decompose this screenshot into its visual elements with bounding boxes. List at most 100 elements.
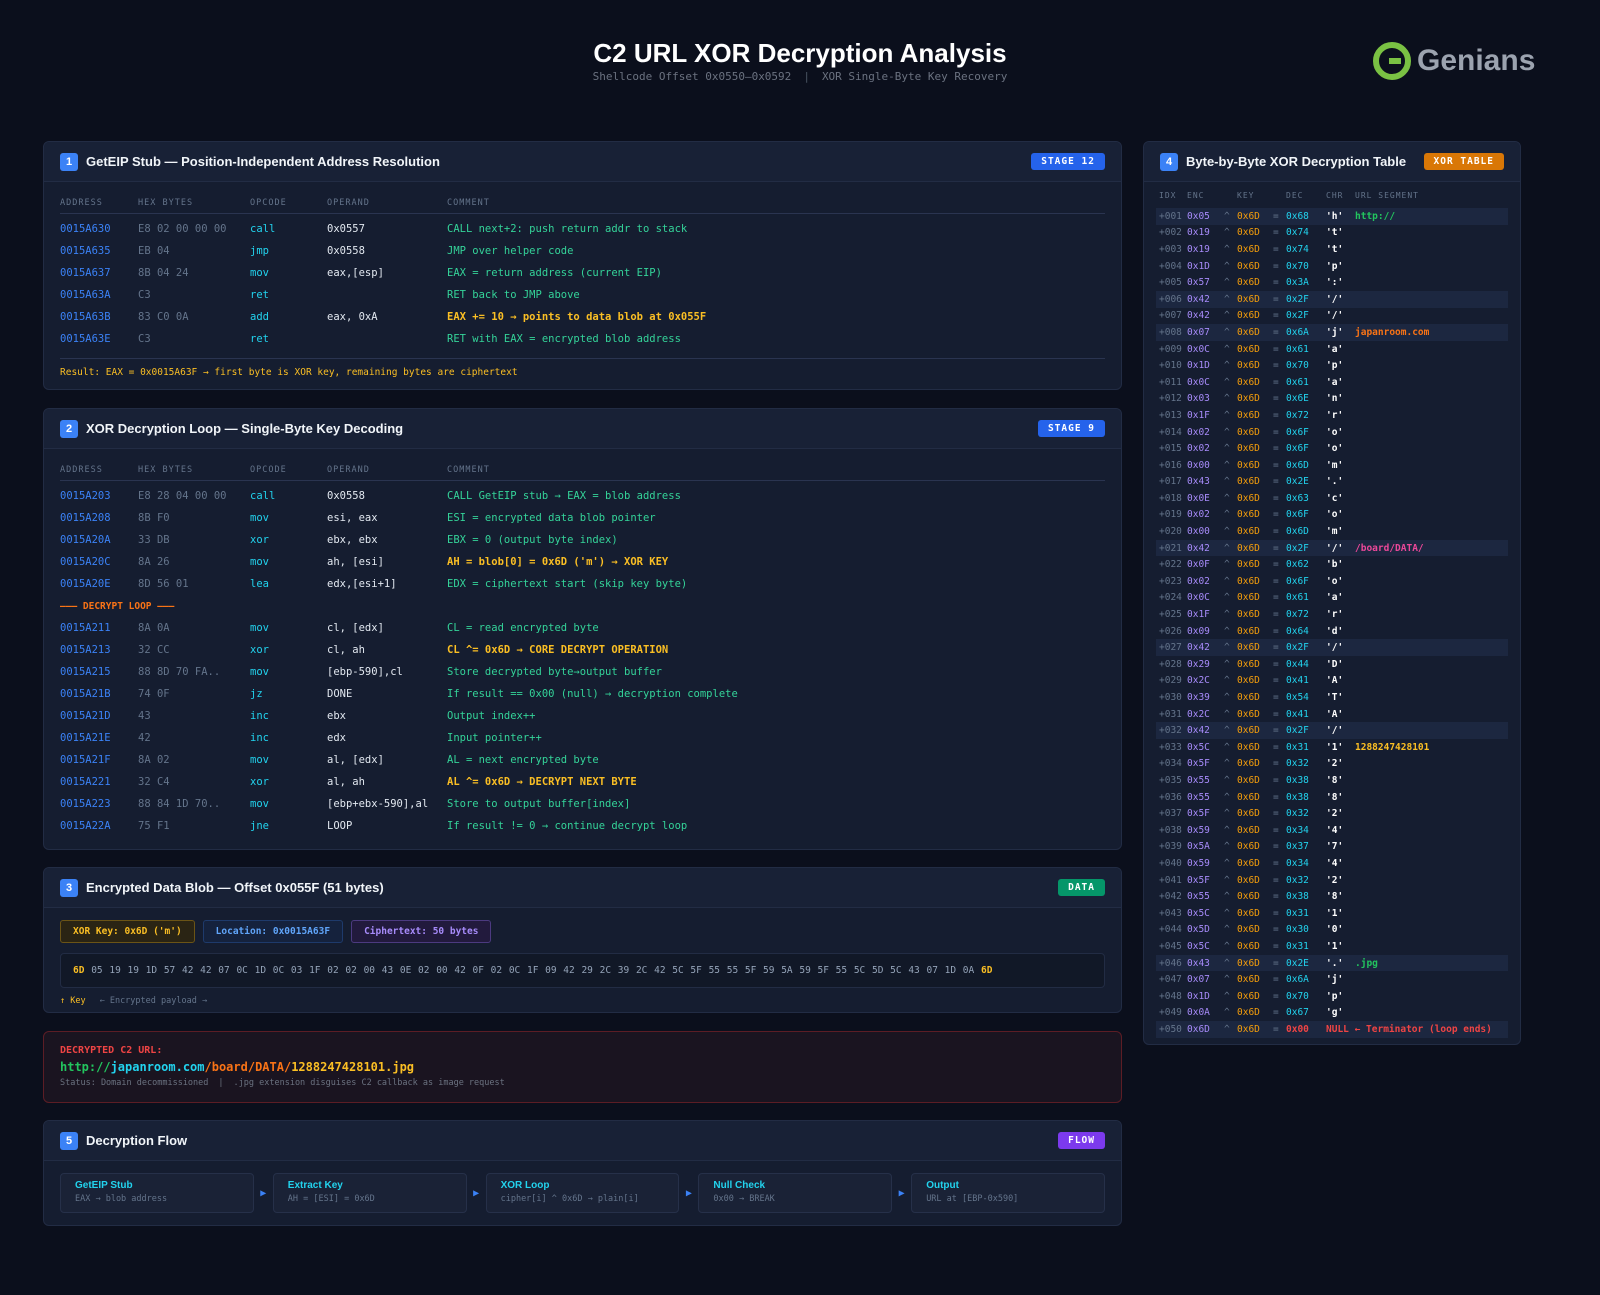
row-index: +044 <box>1159 924 1182 936</box>
encrypted-byte: 0x07 <box>1187 974 1210 986</box>
equals-sign: = <box>1273 526 1279 538</box>
flow-step-desc: EAX → blob address <box>75 1194 168 1204</box>
xor-operator: ^ <box>1224 542 1230 554</box>
encrypted-byte: 0x00 <box>1187 526 1210 538</box>
table-row: +037 0x5F ^ 0x6D = 0x32 '2' <box>1156 805 1508 822</box>
col-header: ENC <box>1187 190 1205 200</box>
instruction-row: 0015A21B 74 0F jz DONE If result == 0x00 (nu… <box>60 683 1105 705</box>
col-hex: HEX BYTES <box>138 464 194 475</box>
row-index: +006 <box>1159 293 1182 305</box>
address: 0015A20C <box>60 556 111 568</box>
encrypted-byte: 0x0C <box>1187 376 1210 388</box>
flow-step-desc: AH = [ESI] = 0x6D <box>287 1194 375 1204</box>
key-byte: 0x6D <box>1237 293 1260 305</box>
table-row: +013 0x1F ^ 0x6D = 0x72 'r' <box>1156 407 1508 424</box>
comment: AL = next encrypted byte <box>447 754 599 766</box>
equals-sign: = <box>1273 658 1279 670</box>
equals-sign: = <box>1273 990 1279 1002</box>
operand: [ebp+ebx-590],al <box>327 798 429 810</box>
encrypted-byte: 0x02 <box>1187 426 1210 438</box>
encrypted-byte: 0x5F <box>1187 874 1210 886</box>
flow-step-title: GetEIP Stub <box>75 1180 133 1191</box>
col-address: ADDRESS <box>60 464 103 475</box>
row-index: +032 <box>1159 725 1182 737</box>
decrypted-byte: 0x6F <box>1286 443 1309 455</box>
arrow-right-icon: ▶ <box>260 1187 267 1199</box>
equals-sign: = <box>1273 476 1279 488</box>
encrypted-byte: 0x1D <box>1187 260 1210 272</box>
hex-bytes: 43 <box>138 710 151 722</box>
key-byte: 0x6D <box>1237 708 1260 720</box>
flow-step-title: Extract Key <box>287 1180 343 1191</box>
xor-operator: ^ <box>1224 310 1230 322</box>
encrypted-byte: 0x42 <box>1187 542 1210 554</box>
operand: al, [edx] <box>327 754 384 766</box>
encrypted-byte: 0x5C <box>1187 940 1210 952</box>
xor-operator: ^ <box>1224 990 1230 1002</box>
decrypted-byte: 0x74 <box>1286 227 1309 239</box>
decrypted-byte: 0x54 <box>1286 692 1309 704</box>
decrypted-byte: 0x72 <box>1286 409 1309 421</box>
key-byte: 0x6D <box>1237 857 1260 869</box>
equals-sign: = <box>1273 675 1279 687</box>
decrypted-byte: 0x70 <box>1286 360 1309 372</box>
url-file: 1288247428101 <box>291 1060 386 1074</box>
decoded-char: '/' <box>1326 725 1344 737</box>
decrypted-byte: 0x63 <box>1286 492 1309 504</box>
decrypted-byte: 0x70 <box>1286 260 1309 272</box>
key-byte: 0x6D <box>1237 509 1260 521</box>
equals-sign: = <box>1273 692 1279 704</box>
instruction-row: 0015A63B 83 C0 0A add eax, 0xA EAX += 10 → p… <box>60 306 1105 328</box>
encrypted-byte: 0x0C <box>1187 592 1210 604</box>
xor-operator: ^ <box>1224 277 1230 289</box>
table-row: +048 0x1D ^ 0x6D = 0x70 'p' <box>1156 988 1508 1005</box>
key-byte: 0x6D <box>1237 741 1260 753</box>
equals-sign: = <box>1273 426 1279 438</box>
row-index: +024 <box>1159 592 1182 604</box>
table-row: +005 0x57 ^ 0x6D = 0x3A ':' <box>1156 274 1508 291</box>
col-comment: COMMENT <box>447 464 490 475</box>
row-index: +017 <box>1159 476 1182 488</box>
decrypted-byte: 0x38 <box>1286 774 1309 786</box>
equals-sign: = <box>1273 277 1279 289</box>
comment: Store to output buffer[index] <box>447 798 631 810</box>
instruction-row: 0015A63E C3 ret RET with EAX = encrypted bl… <box>60 328 1105 350</box>
table-row: +008 0x07 ^ 0x6D = 0x6A 'j' japanroom.com <box>1156 324 1508 341</box>
comment: CALL next+2: push return addr to stack <box>447 223 688 235</box>
table-row: +047 0x07 ^ 0x6D = 0x6A 'j' <box>1156 971 1508 988</box>
xor-operator: ^ <box>1224 874 1230 886</box>
decoded-char: '2' <box>1326 874 1344 886</box>
xor-operator: ^ <box>1224 1007 1230 1019</box>
table-row: +009 0x0C ^ 0x6D = 0x61 'a' <box>1156 341 1508 358</box>
decoded-char: '0' <box>1326 924 1344 936</box>
xor-operator: ^ <box>1224 343 1230 355</box>
row-index: +025 <box>1159 609 1182 621</box>
location-chip: Location: 0x0015A63F <box>202 920 344 943</box>
decrypted-byte: 0x6F <box>1286 509 1309 521</box>
decrypted-byte: 0x44 <box>1286 658 1309 670</box>
xor-operator: ^ <box>1224 326 1230 338</box>
opcode: mov <box>250 666 269 678</box>
row-index: +050 <box>1159 1023 1182 1035</box>
encrypted-byte: 0x55 <box>1187 791 1210 803</box>
key-byte: 0x6D <box>1237 625 1260 637</box>
encrypted-byte: 0x42 <box>1187 310 1210 322</box>
key-byte: 0x6D <box>1237 990 1260 1002</box>
hex-bytes: 83 C0 0A <box>138 311 189 323</box>
row-index: +048 <box>1159 990 1182 1002</box>
table-row: +003 0x19 ^ 0x6D = 0x74 't' <box>1156 241 1508 258</box>
comment: If result == 0x00 (null) → decryption co… <box>447 688 738 700</box>
address: 0015A213 <box>60 644 111 656</box>
arrow-right-icon: ▶ <box>685 1187 692 1199</box>
equals-sign: = <box>1273 509 1279 521</box>
row-index: +028 <box>1159 658 1182 670</box>
row-index: +041 <box>1159 874 1182 886</box>
table-row: +016 0x00 ^ 0x6D = 0x6D 'm' <box>1156 457 1508 474</box>
key-byte: 0x6D <box>1237 907 1260 919</box>
opcode: xor <box>250 776 269 788</box>
row-index: +015 <box>1159 443 1182 455</box>
equals-sign: = <box>1273 874 1279 886</box>
key-byte: 0x6D <box>1237 592 1260 604</box>
flow-step-desc: URL at [EBP-0x590] <box>926 1194 1019 1204</box>
decrypt-loop-label: ——— DECRYPT LOOP ——— <box>60 600 175 612</box>
